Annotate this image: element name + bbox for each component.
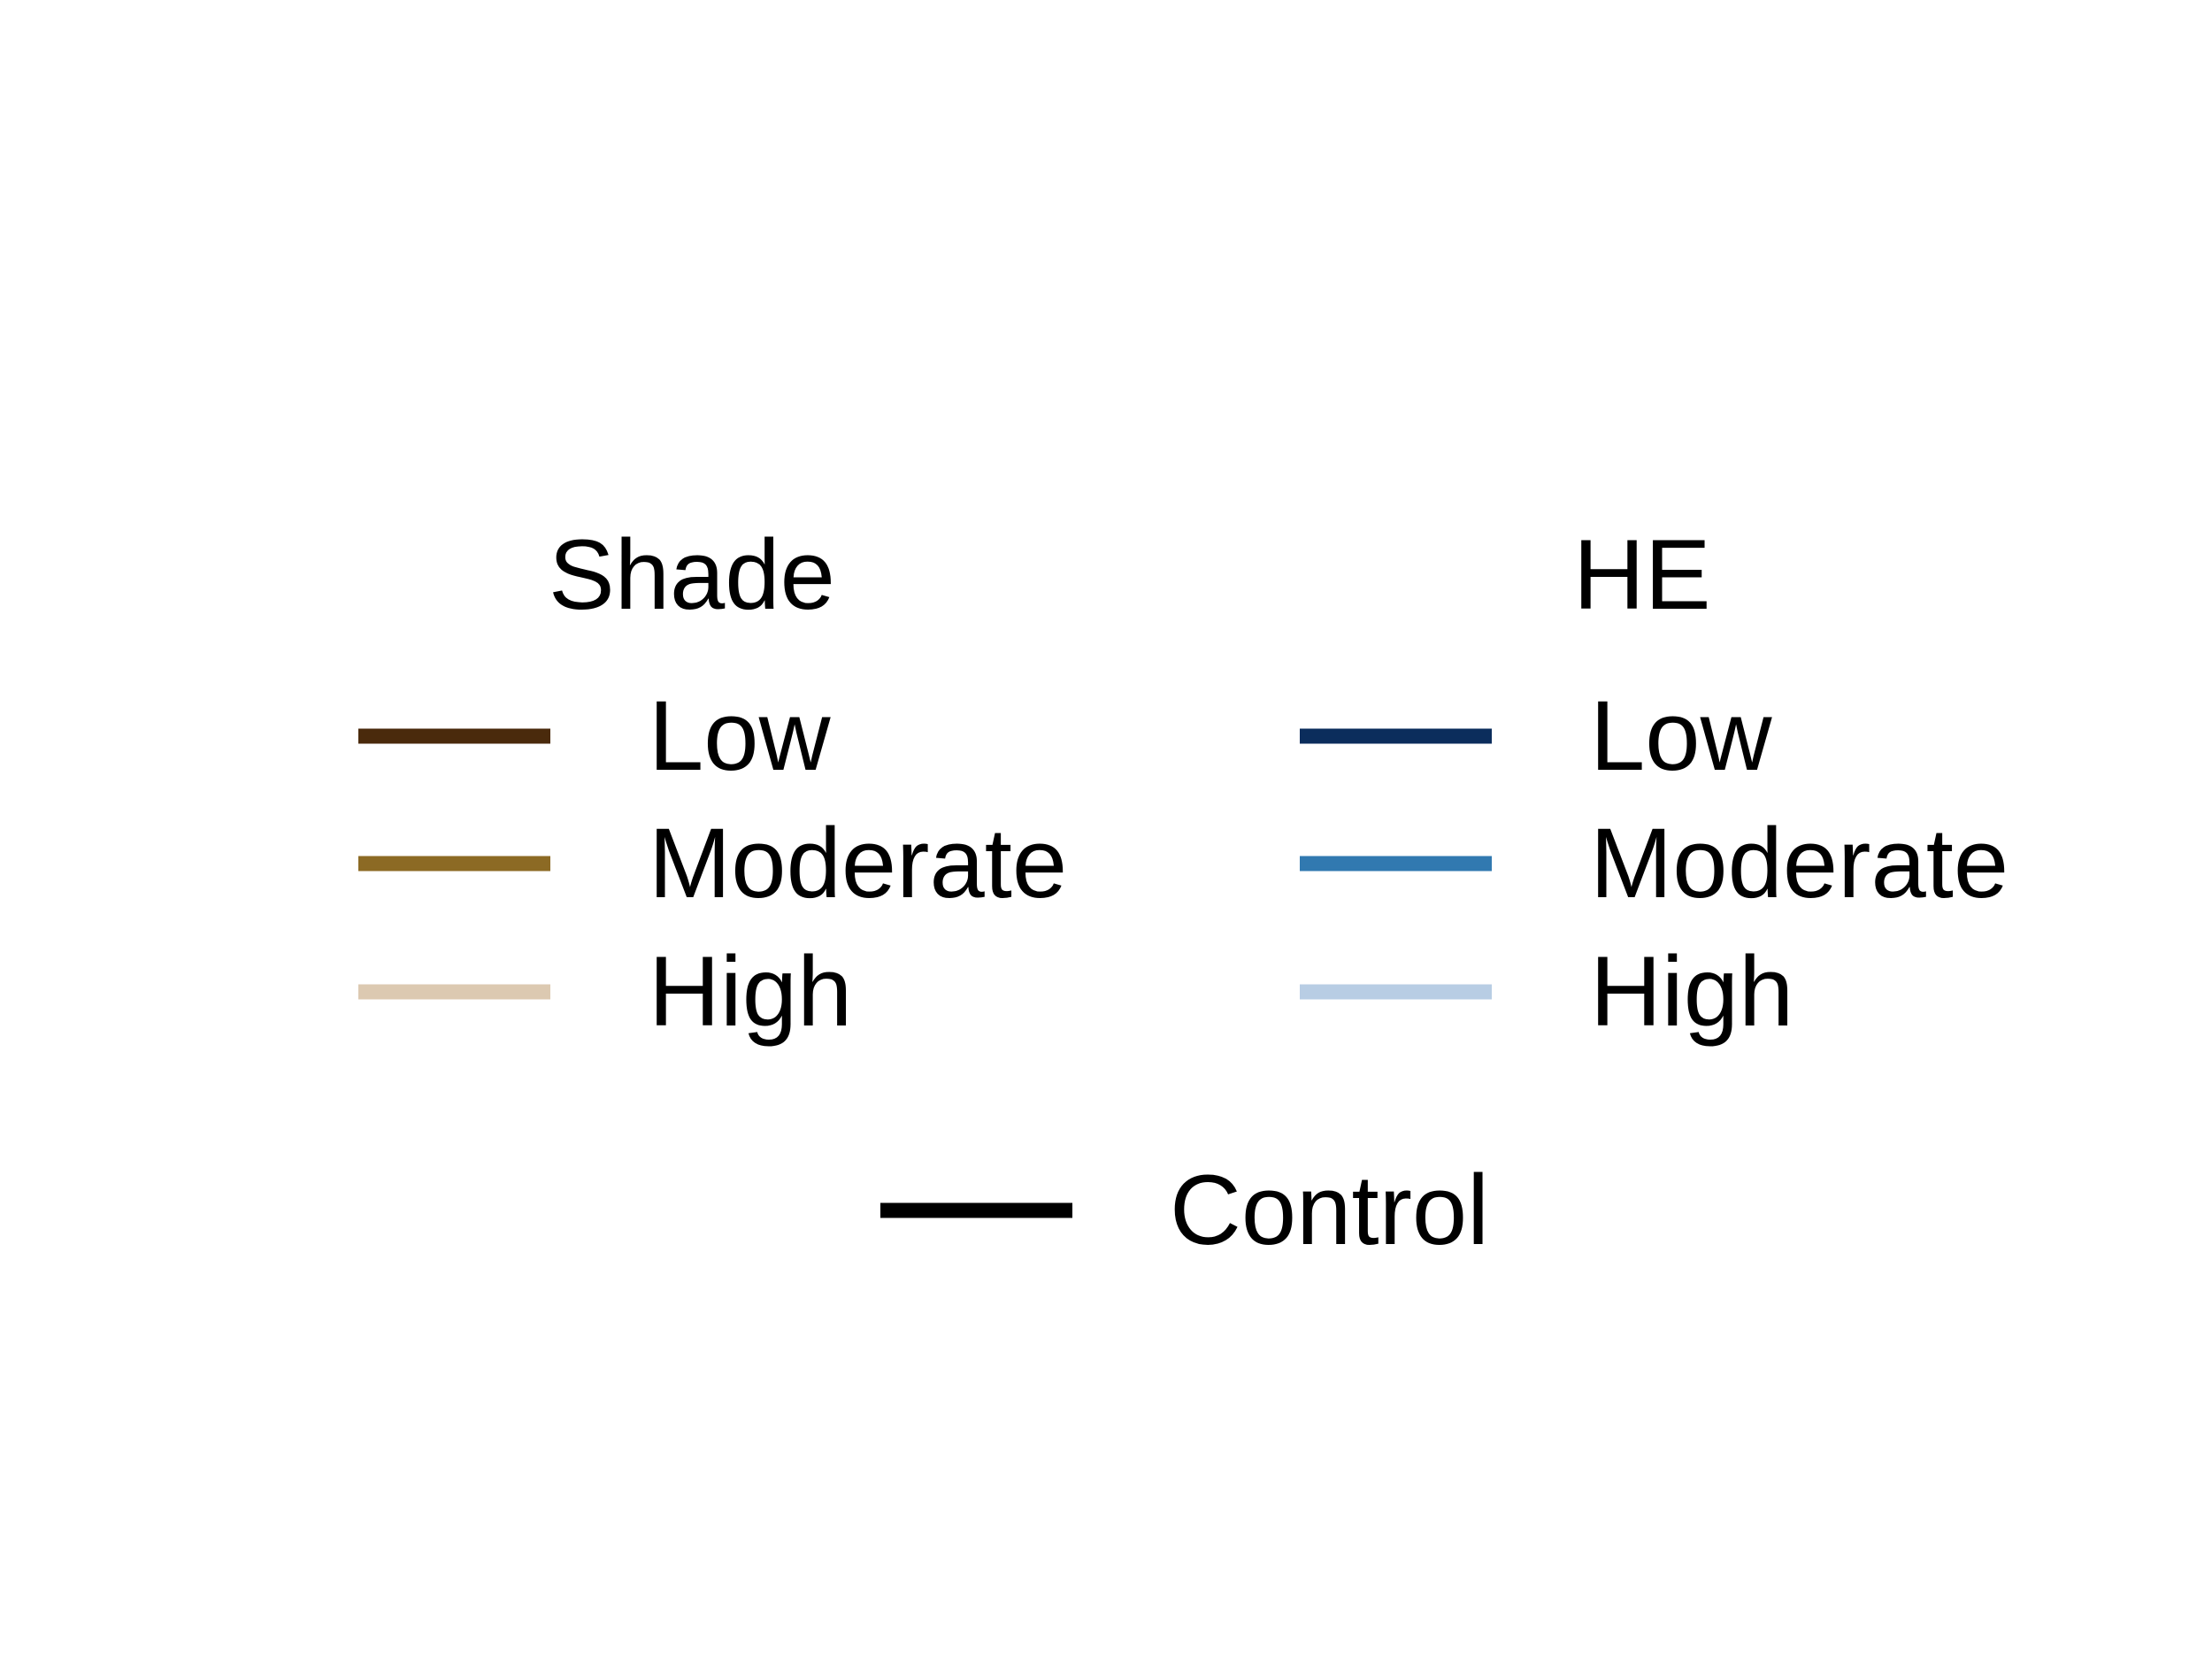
legend-label-shade-moderate: Moderate [649,808,1067,918]
legend-label-he-high: High [1590,936,1793,1047]
legend-label-shade-low: Low [649,680,832,791]
legend-group-title-shade: Shade [549,519,835,630]
legend-label-control: Control [1170,1155,1489,1265]
legend-label-shade-high: High [649,936,852,1047]
legend-group-title-he: HE [1573,519,1711,630]
legend-label-he-low: Low [1590,680,1773,791]
legend-label-he-moderate: Moderate [1590,808,2008,918]
